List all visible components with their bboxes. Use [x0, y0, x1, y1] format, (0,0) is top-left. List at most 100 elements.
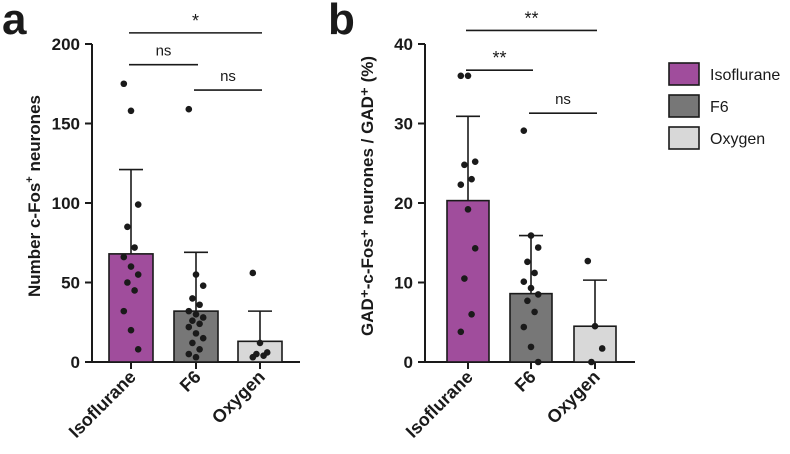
panel-letter-a: a	[2, 0, 27, 44]
panel-a-category-label: Isoflurane	[65, 367, 140, 442]
panel-b-data-point	[468, 311, 475, 318]
panel-a-data-point	[260, 352, 267, 359]
panel-a-data-point	[189, 317, 196, 324]
panel-b-data-point	[457, 72, 465, 80]
panel-b-data-point	[524, 258, 531, 266]
panel-a-data-point	[185, 307, 193, 315]
panel-b-data-point	[527, 343, 535, 351]
legend-swatch	[668, 126, 700, 150]
panel-b-significance-label: **	[524, 8, 538, 28]
panel-b-y-axis-title: GAD⁺-c-Fos⁺ neurones / GAD⁺ (%)	[358, 56, 377, 336]
panel-b-data-point	[534, 358, 542, 366]
panel-b-data-point	[461, 275, 468, 282]
panel-b-data-point	[524, 297, 531, 305]
legend-swatch	[668, 62, 700, 86]
panel-a-data-point	[192, 353, 200, 361]
panel-a-data-point	[199, 282, 207, 289]
panel-a-data-point	[127, 107, 135, 115]
panel-b-y-tick-label: 10	[394, 274, 413, 293]
panel-a-data-point	[127, 326, 135, 334]
panel-b-data-point	[520, 127, 528, 134]
panel-a-data-point	[134, 271, 142, 278]
panel-a-y-axis-title: Number c-Fos+ neurones	[24, 95, 44, 297]
panel-a-y-title-main: Number c-Fos	[25, 183, 44, 297]
panel-b-data-point	[591, 322, 599, 330]
panel-b-bar-isoflurane	[446, 199, 490, 363]
panel-b-data-point	[471, 245, 479, 252]
panel-a-data-point	[189, 295, 196, 302]
panel-a-bar-isoflurane	[108, 253, 154, 363]
panel-a-data-point	[199, 314, 207, 321]
panel-b-significance-label: ns	[555, 91, 571, 108]
panel-b-data-point	[464, 206, 472, 213]
panel-a-data-point	[124, 279, 131, 286]
panel-a-y-tick-label: 0	[71, 353, 80, 372]
panel-b-data-point	[531, 308, 538, 316]
panel-b-y-tick-label: 20	[394, 194, 413, 213]
panel-b: 0 10 20 30 40 Isoflurane F6 Oxygen ** ns **	[394, 8, 635, 442]
panel-b-category-label: Isoflurane	[402, 367, 477, 442]
panel-a-category-label: Oxygen	[208, 367, 269, 428]
panel-b-data-point	[471, 158, 479, 165]
panel-b-category-label: F6	[511, 367, 540, 396]
panel-b-data-point	[527, 284, 535, 292]
panel-a-data-point	[192, 271, 200, 278]
panel-a-data-point	[189, 339, 196, 347]
panel-a-significance-label: ns	[156, 43, 172, 60]
panel-b-data-point	[457, 328, 465, 336]
panel-b-data-point	[457, 181, 465, 189]
panel-b-data-point	[534, 291, 542, 298]
legend-label: Oxygen	[710, 131, 765, 148]
panel-a-y-tick-label: 50	[61, 274, 80, 293]
legend-label: Isoflurane	[710, 67, 780, 84]
panel-a-data-point	[120, 253, 128, 261]
panel-a-data-point	[196, 345, 203, 353]
panel-a-data-point	[249, 269, 257, 277]
panel-a-significance-label: *	[192, 11, 199, 31]
panel-b-bar-oxygen	[573, 325, 617, 363]
panel-b-y-tick-label: 40	[394, 35, 413, 54]
panel-b-y-tick-label: 0	[404, 353, 413, 372]
panel-a-y-tick-label: 100	[52, 194, 80, 213]
panel-a-y-title-rest: neurones	[25, 95, 44, 176]
legend-swatch	[668, 94, 700, 118]
panel-a-data-point	[120, 80, 128, 88]
panel-a-data-point	[131, 244, 138, 251]
panel-b-category-label: Oxygen	[543, 367, 604, 428]
panel-letter-b: b	[328, 0, 355, 44]
panel-a-data-point	[192, 330, 200, 337]
panel-a-y-title-sup: +	[24, 176, 36, 182]
panel-a-data-point	[249, 353, 257, 361]
panel-b-data-point	[464, 72, 472, 80]
panel-b-data-point	[531, 269, 538, 277]
panel-a-significance-label: ns	[220, 68, 236, 85]
panel-b-data-point	[584, 257, 592, 265]
panel-b-data-point	[527, 232, 535, 239]
panel-a-data-point	[124, 223, 131, 231]
panel-a-data-point	[127, 263, 135, 270]
panel-a-y-tick-label: 200	[52, 35, 80, 54]
panel-a-data-point	[196, 320, 203, 328]
panel-b-data-point	[461, 161, 468, 169]
panel-b-data-point	[588, 358, 595, 366]
panel-a-data-point	[192, 311, 200, 318]
panel-a-y-tick-label: 150	[52, 115, 80, 134]
panel-b-data-point	[520, 323, 528, 331]
panel-b-data-point	[520, 278, 528, 286]
panel-a-data-point	[134, 345, 142, 353]
legend: Isoflurane F6 Oxygen	[668, 62, 780, 150]
panel-b-y-tick-label: 30	[394, 115, 413, 134]
panel-b-data-point	[534, 244, 542, 251]
panel-a: 0 50 100 150 200 Isoflurane F6 Oxygen ns ns *	[52, 11, 300, 442]
panel-a-category-label: F6	[176, 367, 205, 396]
panel-b-data-point	[598, 345, 606, 352]
panel-a-data-point	[120, 307, 128, 315]
legend-label: F6	[710, 99, 729, 116]
panel-a-data-point	[196, 301, 203, 309]
panel-a-data-point	[185, 350, 193, 358]
panel-b-bar-f6	[509, 292, 553, 363]
panel-a-data-point	[134, 201, 142, 208]
panel-a-data-point	[185, 323, 193, 331]
panel-a-data-point	[185, 105, 193, 113]
